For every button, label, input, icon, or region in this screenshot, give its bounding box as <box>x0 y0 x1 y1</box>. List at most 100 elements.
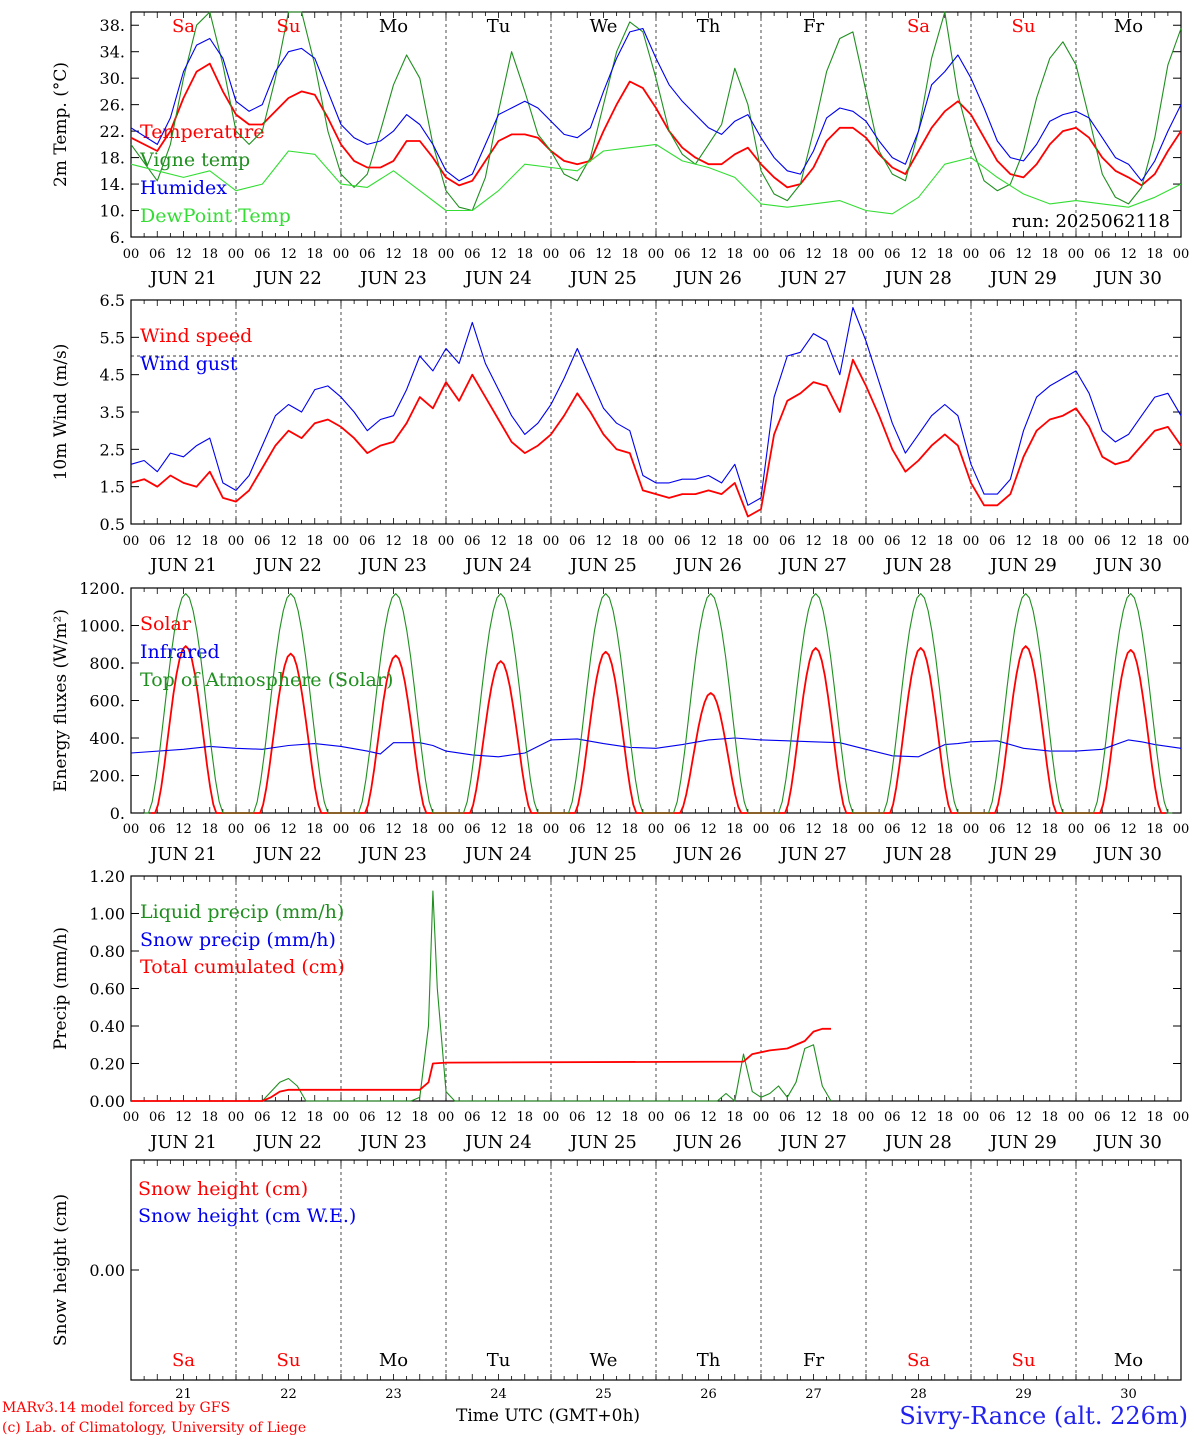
hour-tick-label: 00 <box>543 822 560 837</box>
hour-tick-label: 18 <box>1041 247 1058 262</box>
y-axis-title: 10m Wind (m/s) <box>51 344 71 481</box>
hour-tick-label: 12 <box>490 534 507 549</box>
hour-tick-label: 00 <box>648 247 665 262</box>
hour-tick-label: 06 <box>674 247 691 262</box>
hour-tick-label: 18 <box>1146 822 1163 837</box>
hour-tick-label: 00 <box>228 534 245 549</box>
date-label: JUN 21 <box>148 844 217 865</box>
day-name: Fr <box>803 16 824 37</box>
day-name: Su <box>1012 16 1036 37</box>
hour-tick-label: 06 <box>149 247 166 262</box>
hour-tick-label: 00 <box>438 1110 455 1125</box>
hour-tick-label: 18 <box>831 247 848 262</box>
hour-tick-label: 06 <box>254 247 271 262</box>
date-label: JUN 29 <box>988 555 1057 576</box>
hour-tick-label: 12 <box>385 534 402 549</box>
date-label: JUN 24 <box>463 268 532 289</box>
day-number: 21 <box>175 1387 192 1402</box>
hour-tick-label: 00 <box>963 822 980 837</box>
legend-1: Snow height (cm W.E.) <box>138 1205 356 1227</box>
hour-tick-label: 18 <box>621 534 638 549</box>
hour-tick-label: 06 <box>779 534 796 549</box>
hour-tick-label: 18 <box>831 822 848 837</box>
hour-tick-label: 00 <box>333 534 350 549</box>
day-name: Sa <box>172 1350 195 1371</box>
hour-tick-label: 06 <box>989 1110 1006 1125</box>
day-number: 26 <box>700 1387 717 1402</box>
hour-tick-label: 18 <box>726 822 743 837</box>
day-number: 23 <box>385 1387 402 1402</box>
hour-tick-label: 06 <box>254 1110 271 1125</box>
day-number: 30 <box>1120 1387 1137 1402</box>
hour-tick-label: 00 <box>543 1110 560 1125</box>
hour-tick-label: 18 <box>201 1110 218 1125</box>
hour-tick-label: 00 <box>333 247 350 262</box>
hour-tick-label: 18 <box>516 247 533 262</box>
day-number: 25 <box>595 1387 612 1402</box>
date-label: JUN 23 <box>358 268 427 289</box>
hour-tick-label: 06 <box>464 822 481 837</box>
hour-tick-label: 00 <box>963 247 980 262</box>
hour-tick-label: 18 <box>306 534 323 549</box>
series-line-1 <box>130 306 1182 506</box>
hour-tick-label: 18 <box>621 247 638 262</box>
hour-tick-label: 00 <box>228 822 245 837</box>
day-name: Mo <box>379 16 408 37</box>
y-tick-label: 1.5 <box>100 478 125 497</box>
legend-0: Solar <box>140 613 192 635</box>
plot-frame <box>130 587 1182 814</box>
y-tick-label: 0.20 <box>89 1055 125 1074</box>
hour-tick-label: 18 <box>726 1110 743 1125</box>
hour-tick-label: 18 <box>201 534 218 549</box>
hour-tick-label: 00 <box>753 247 770 262</box>
hour-tick-label: 12 <box>1120 1110 1137 1125</box>
hour-tick-label: 00 <box>648 822 665 837</box>
hour-tick-label: 06 <box>359 534 376 549</box>
day-name: Th <box>697 16 721 37</box>
station-name: Sivry-Rance (alt. 226m) <box>899 1402 1188 1430</box>
day-name: Sa <box>907 1350 930 1371</box>
y-tick-label: 1.00 <box>89 905 125 924</box>
y-tick-label: 200. <box>89 767 125 786</box>
hour-tick-label: 12 <box>175 1110 192 1125</box>
hour-tick-label: 00 <box>963 534 980 549</box>
legend-2: Humidex <box>140 177 227 199</box>
hour-tick-label: 12 <box>910 247 927 262</box>
hour-tick-label: 00 <box>1068 247 1085 262</box>
legend-2: Top of Atmosphere (Solar) <box>140 669 393 691</box>
hour-tick-label: 18 <box>411 534 428 549</box>
day-number: 28 <box>910 1387 927 1402</box>
day-name: We <box>590 1350 618 1371</box>
date-label: JUN 21 <box>148 555 217 576</box>
series-line-1 <box>130 11 1182 212</box>
hour-tick-label: 06 <box>779 1110 796 1125</box>
hour-tick-label: 12 <box>1015 534 1032 549</box>
hour-tick-label: 12 <box>1120 534 1137 549</box>
y-tick-label: 1000. <box>79 617 125 636</box>
y-tick-label: 18. <box>100 149 125 168</box>
date-label: JUN 29 <box>988 268 1057 289</box>
hour-tick-label: 18 <box>306 822 323 837</box>
hour-tick-label: 12 <box>805 247 822 262</box>
date-label: JUN 25 <box>568 268 637 289</box>
hour-tick-label: 00 <box>123 247 140 262</box>
y-tick-label: 22. <box>100 122 125 141</box>
hour-tick-label: 06 <box>569 247 586 262</box>
date-label: JUN 28 <box>883 268 952 289</box>
hour-tick-label: 06 <box>359 1110 376 1125</box>
date-label: JUN 23 <box>358 555 427 576</box>
hour-tick-label: 00 <box>1173 534 1190 549</box>
series-line-2 <box>144 593 1173 814</box>
hour-tick-label: 18 <box>201 247 218 262</box>
hour-tick-label: 00 <box>1173 1110 1190 1125</box>
hour-tick-label: 00 <box>123 1110 140 1125</box>
legend-0: Snow height (cm) <box>138 1178 308 1200</box>
hour-tick-label: 18 <box>726 534 743 549</box>
hour-tick-label: 00 <box>1068 1110 1085 1125</box>
hour-tick-label: 06 <box>674 1110 691 1125</box>
legend-2: Total cumulated (cm) <box>140 956 345 978</box>
time-axis-title: Time UTC (GMT+0h) <box>456 1406 641 1426</box>
hour-tick-label: 00 <box>123 822 140 837</box>
y-tick-label: 0.00 <box>89 1261 125 1280</box>
hour-tick-label: 06 <box>359 247 376 262</box>
